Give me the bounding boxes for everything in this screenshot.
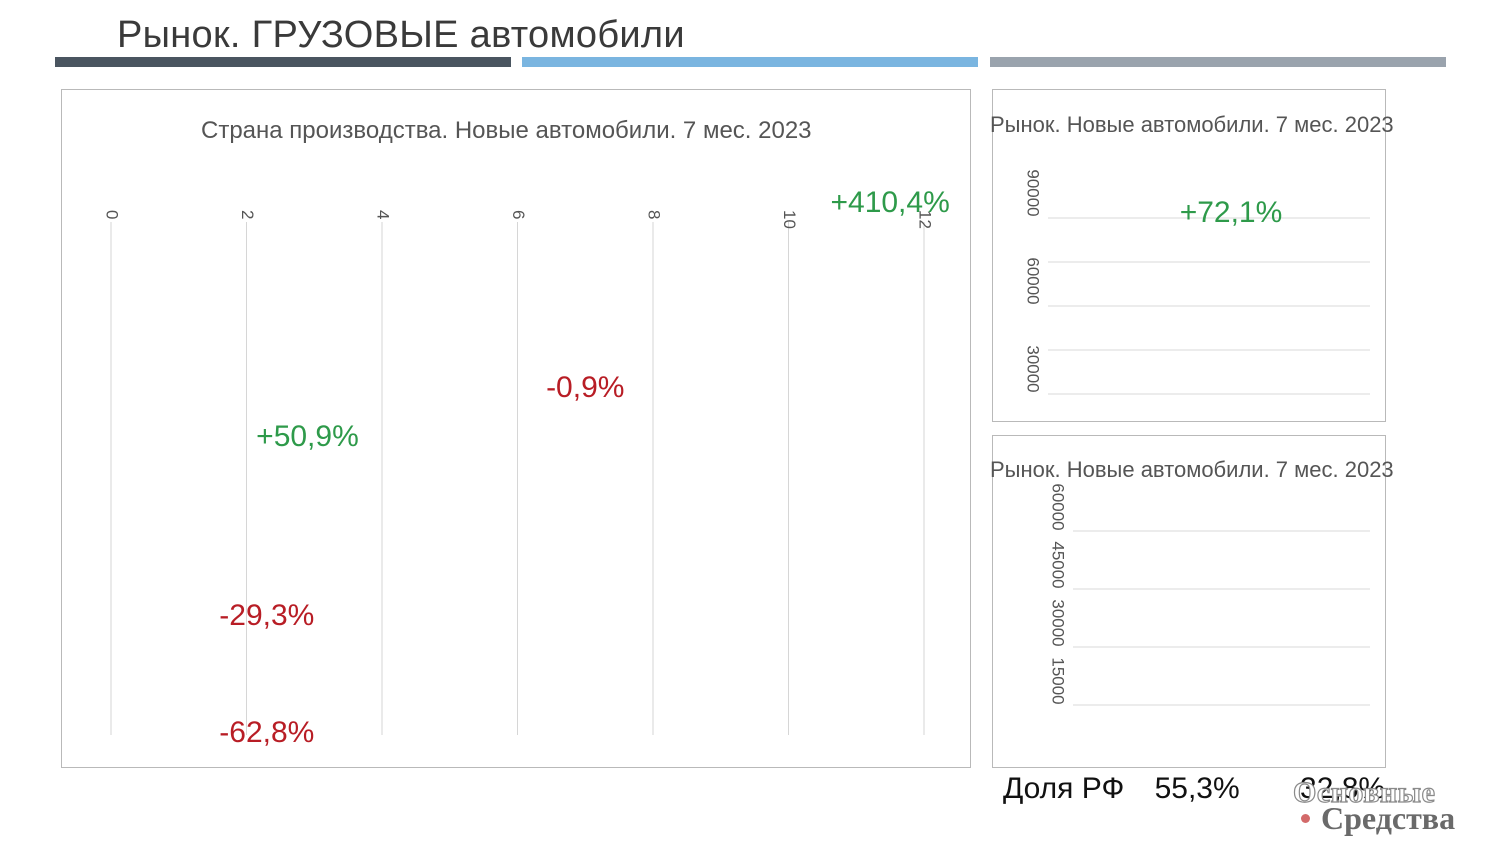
chart-title-market-bottom: Рынок. Новые автомобили. 7 мес. 2023 [990,457,1394,482]
tick-label-x-8: 8 [645,210,664,219]
chart-panel-market-top [992,89,1386,422]
chart-title-market-top: Рынок. Новые автомобили. 7 мес. 2023 [990,112,1394,137]
data-label-2: +50,9% [256,420,359,453]
tick-label-top-60000: 60000 [1024,257,1043,304]
tick-label-bottom-45000: 45000 [1049,541,1068,588]
tick-label-bottom-15000: 15000 [1049,657,1068,704]
tick-label-bottom-30000: 30000 [1049,599,1068,646]
data-label-top-0: +72,1% [1180,196,1283,229]
footer-share-row: Доля РФ 55,3% 32,8% [1003,772,1385,806]
tick-label-x-4: 4 [374,210,393,219]
tick-label-x-10: 10 [780,210,799,229]
header-strip-dark [55,57,511,67]
tick-label-top-90000: 90000 [1024,169,1043,216]
data-label-3: -29,3% [219,599,314,632]
publisher-logo: Основные Средства [1292,775,1493,836]
tick-label-bottom-60000: 60000 [1049,483,1068,530]
tick-label-x-12: 12 [916,210,935,229]
logo-line-1: Основные [1292,775,1436,809]
logo-line-2: Средства [1321,800,1456,836]
logo-dot-icon [1301,814,1310,823]
data-label-4: -62,8% [219,716,314,749]
share-value-2: 32,8% [1300,772,1386,805]
data-label-1: -0,9% [546,371,624,404]
slide-title: Рынок. ГРУЗОВЫЕ автомобили [117,14,685,56]
chart-panel-market-bottom [992,435,1386,768]
chart-title-country: Страна производства. Новые автомобили. 7… [201,117,812,144]
data-label-0: +410,4% [830,186,949,219]
tick-label-top-30000: 30000 [1024,345,1043,392]
share-label: Доля РФ [1003,772,1125,805]
tick-label-x-0: 0 [103,210,122,219]
header-strip-blue [522,57,978,67]
chart-panel-country [61,89,971,768]
share-value-1: 55,3% [1154,772,1240,805]
header-strip-gray [990,57,1446,67]
tick-label-x-2: 2 [238,210,257,219]
tick-label-x-6: 6 [509,210,528,219]
